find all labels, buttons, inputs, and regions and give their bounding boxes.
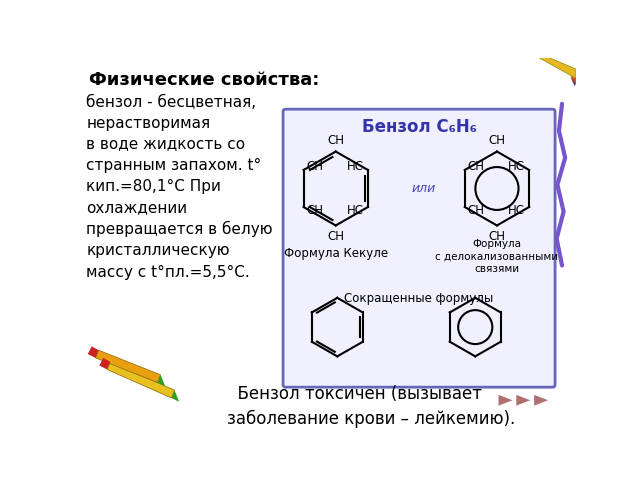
Text: CH: CH [307, 160, 324, 173]
Text: CH: CH [327, 134, 344, 147]
Text: Физические свойства:: Физические свойства: [90, 72, 319, 89]
Text: CH: CH [468, 204, 485, 216]
Text: CH: CH [307, 204, 324, 216]
Text: Бензол токсичен (вызывает
заболевание крови – лейкемию).: Бензол токсичен (вызывает заболевание кр… [227, 385, 515, 428]
Text: бензол - бесцветная,
нерастворимая
в воде жидкость со
странным запахом. t°
кип.=: бензол - бесцветная, нерастворимая в вод… [86, 95, 273, 279]
Text: HC: HC [347, 204, 364, 216]
Text: CH: CH [468, 160, 485, 173]
Text: HC: HC [347, 160, 364, 173]
Polygon shape [571, 76, 576, 84]
Text: Сокращенные формулы: Сокращенные формулы [344, 292, 493, 305]
Polygon shape [539, 58, 576, 78]
Text: HC: HC [508, 160, 525, 173]
Text: CH: CH [488, 134, 506, 147]
Polygon shape [157, 375, 165, 386]
Polygon shape [95, 350, 161, 383]
FancyBboxPatch shape [283, 109, 555, 387]
Text: CH: CH [488, 230, 506, 243]
Text: Формула
с делокализованными
связями: Формула с делокализованными связями [435, 240, 559, 274]
Text: или: или [412, 182, 435, 195]
Polygon shape [172, 390, 179, 402]
Text: HC: HC [508, 204, 525, 216]
Polygon shape [516, 395, 531, 406]
Polygon shape [107, 362, 175, 398]
Polygon shape [534, 395, 548, 406]
Text: Бензол C₆H₆: Бензол C₆H₆ [362, 118, 477, 136]
Polygon shape [571, 77, 576, 86]
Text: Формула Кекуле: Формула Кекуле [284, 247, 388, 260]
Polygon shape [88, 347, 99, 358]
Polygon shape [99, 358, 110, 370]
Polygon shape [499, 395, 513, 406]
Text: CH: CH [327, 230, 344, 243]
